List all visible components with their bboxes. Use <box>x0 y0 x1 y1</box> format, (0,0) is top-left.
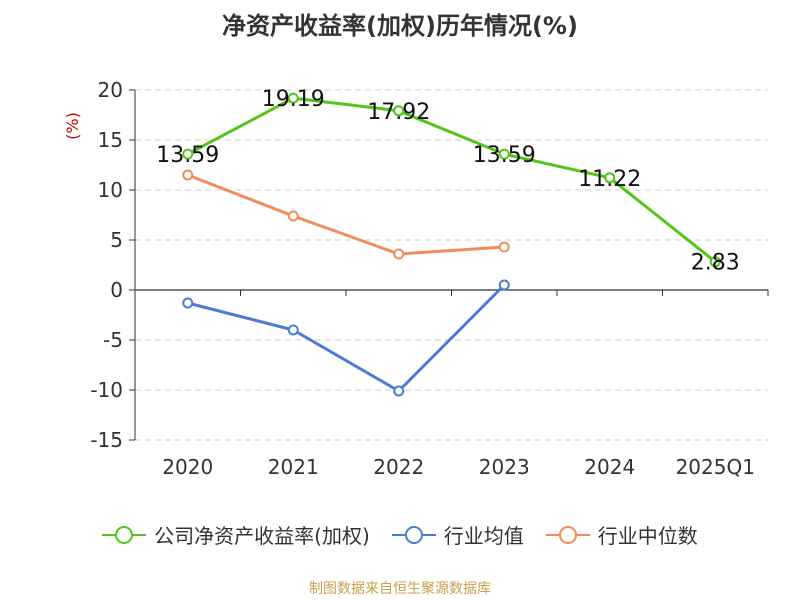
legend-item[interactable]: 行业均值 <box>391 520 524 549</box>
legend-label: 公司净资产收益率(加权) <box>154 524 370 548</box>
x-tick-label: 2021 <box>268 455 319 479</box>
data-point <box>498 279 510 291</box>
legend-label: 行业均值 <box>443 524 524 548</box>
x-tick-label: 2025Q1 <box>676 455 755 479</box>
legend-line-marker-icon <box>102 525 147 545</box>
y-tick-label: 15 <box>98 128 123 152</box>
x-tick-label: 2022 <box>373 455 424 479</box>
data-label: 11.22 <box>578 167 641 192</box>
x-tick-label: 2024 <box>584 455 635 479</box>
series-line-0 <box>187 96 717 263</box>
data-label: 17.92 <box>367 100 430 125</box>
y-axis-label: (%) <box>63 112 82 140</box>
data-point <box>393 385 405 397</box>
legend-label: 行业中位数 <box>597 524 698 548</box>
data-point <box>604 172 616 184</box>
data-point <box>287 92 299 104</box>
data-point <box>393 105 405 117</box>
data-point <box>182 297 194 309</box>
data-label: 19.19 <box>262 87 325 112</box>
data-label: 13.59 <box>473 143 536 168</box>
series-line-2 <box>187 173 505 256</box>
legend-line-marker-icon <box>391 525 436 545</box>
legend-item[interactable]: 公司净资产收益率(加权) <box>102 520 370 549</box>
series-line-1 <box>187 283 506 393</box>
data-point <box>182 148 194 160</box>
y-tick-label: 10 <box>98 178 123 202</box>
data-point <box>498 241 510 253</box>
data-point <box>498 148 510 160</box>
data-point <box>182 169 194 181</box>
data-point <box>393 248 405 260</box>
chart-legend: 公司净资产收益率(加权) 行业均值 行业中位数 <box>0 520 800 549</box>
data-point <box>709 256 721 268</box>
data-label: 13.59 <box>156 143 219 168</box>
x-tick-label: 2023 <box>479 455 530 479</box>
legend-line-marker-icon <box>545 525 590 545</box>
y-tick-label: 20 <box>98 78 123 102</box>
legend-item[interactable]: 行业中位数 <box>545 520 698 549</box>
y-tick-label: -5 <box>103 328 123 352</box>
data-source-credit: 制图数据来自恒生聚源数据库 <box>309 581 491 597</box>
data-point <box>287 210 299 222</box>
y-tick-label: 5 <box>110 228 123 252</box>
y-tick-label: -15 <box>90 428 123 452</box>
y-tick-label: -10 <box>90 378 123 402</box>
y-tick-label: 0 <box>110 278 123 302</box>
x-tick-label: 2020 <box>162 455 213 479</box>
data-label: 2.83 <box>691 251 740 276</box>
data-point <box>287 324 299 336</box>
chart-title: 净资产收益率(加权)历年情况(%) <box>222 12 578 40</box>
